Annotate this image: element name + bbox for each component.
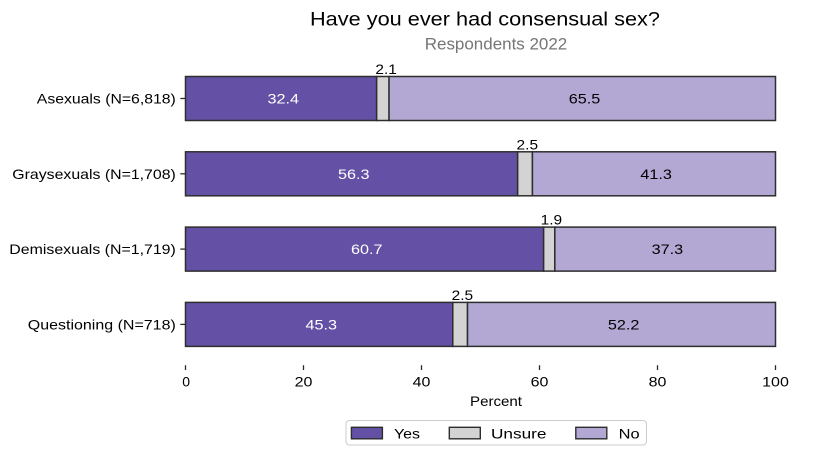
svg-text:60: 60: [531, 374, 549, 390]
svg-text:2.1: 2.1: [375, 61, 397, 77]
svg-text:Percent: Percent: [470, 393, 522, 409]
svg-text:Have you ever had consensual s: Have you ever had consensual sex?: [310, 8, 660, 30]
svg-text:20: 20: [295, 374, 313, 390]
svg-text:45.3: 45.3: [306, 317, 338, 333]
svg-text:Graysexuals (N=1,708): Graysexuals (N=1,708): [12, 166, 176, 182]
svg-text:Demisexuals (N=1,719): Demisexuals (N=1,719): [9, 241, 176, 257]
svg-text:Asexuals (N=6,818): Asexuals (N=6,818): [37, 91, 176, 107]
svg-text:80: 80: [649, 374, 667, 390]
svg-text:52.2: 52.2: [608, 317, 640, 333]
svg-text:37.3: 37.3: [652, 241, 684, 257]
svg-text:41.3: 41.3: [640, 166, 672, 182]
svg-text:60.7: 60.7: [351, 241, 383, 257]
svg-text:65.5: 65.5: [569, 91, 601, 107]
svg-text:32.4: 32.4: [268, 91, 300, 107]
svg-text:100: 100: [762, 374, 789, 390]
svg-text:40: 40: [413, 374, 431, 390]
svg-text:2.5: 2.5: [517, 136, 539, 152]
svg-text:56.3: 56.3: [338, 166, 370, 182]
svg-text:1.9: 1.9: [541, 212, 563, 228]
svg-text:Respondents 2022: Respondents 2022: [425, 35, 568, 53]
svg-text:Yes: Yes: [394, 426, 420, 442]
svg-text:Unsure: Unsure: [491, 426, 547, 442]
svg-text:Questioning (N=718): Questioning (N=718): [28, 316, 176, 332]
svg-text:0: 0: [182, 374, 190, 390]
svg-text:No: No: [619, 426, 640, 442]
svg-text:2.5: 2.5: [452, 287, 474, 303]
